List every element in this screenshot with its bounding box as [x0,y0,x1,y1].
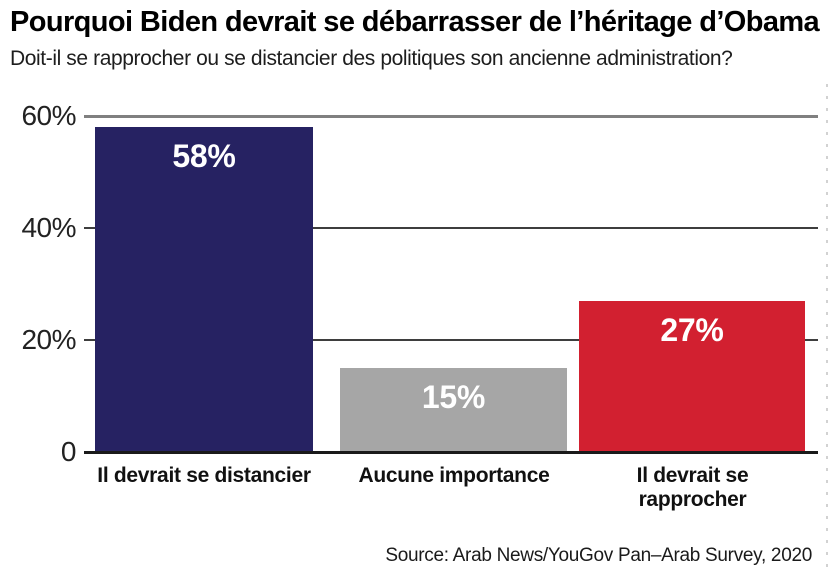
bar-1: 15% [340,368,567,452]
x-axis-label-1: Aucune importance [358,464,550,487]
x-axis-label-2: Il devrait se rapprocher [636,464,749,512]
gridline-60 [84,115,818,118]
gridline-20 [84,339,818,341]
y-axis-label-0: 0 [60,436,77,467]
bar-value-label: 27% [660,312,724,348]
source-attribution: Source: Arab News/YouGov Pan–Arab Survey… [385,545,812,566]
x-axis-label-0: Il devrait se distancier [97,464,311,487]
bar-2: 27% [579,301,805,452]
chart-subtitle: Doit-il se rapprocher ou se distancier d… [10,47,733,70]
gridline-40 [84,227,818,229]
y-axis-label-20: 20% [21,324,76,355]
bar-value-label: 58% [172,138,236,174]
right-edge-dotted-border [826,84,828,576]
bar-value-label: 15% [421,379,486,415]
y-axis-label-40: 40% [21,212,76,243]
chart-title: Pourquoi Biden devrait se débarrasser de… [10,6,820,38]
bar-0: 58% [95,127,313,452]
y-axis-label-60: 60% [21,100,76,131]
x-axis-line [84,451,818,454]
